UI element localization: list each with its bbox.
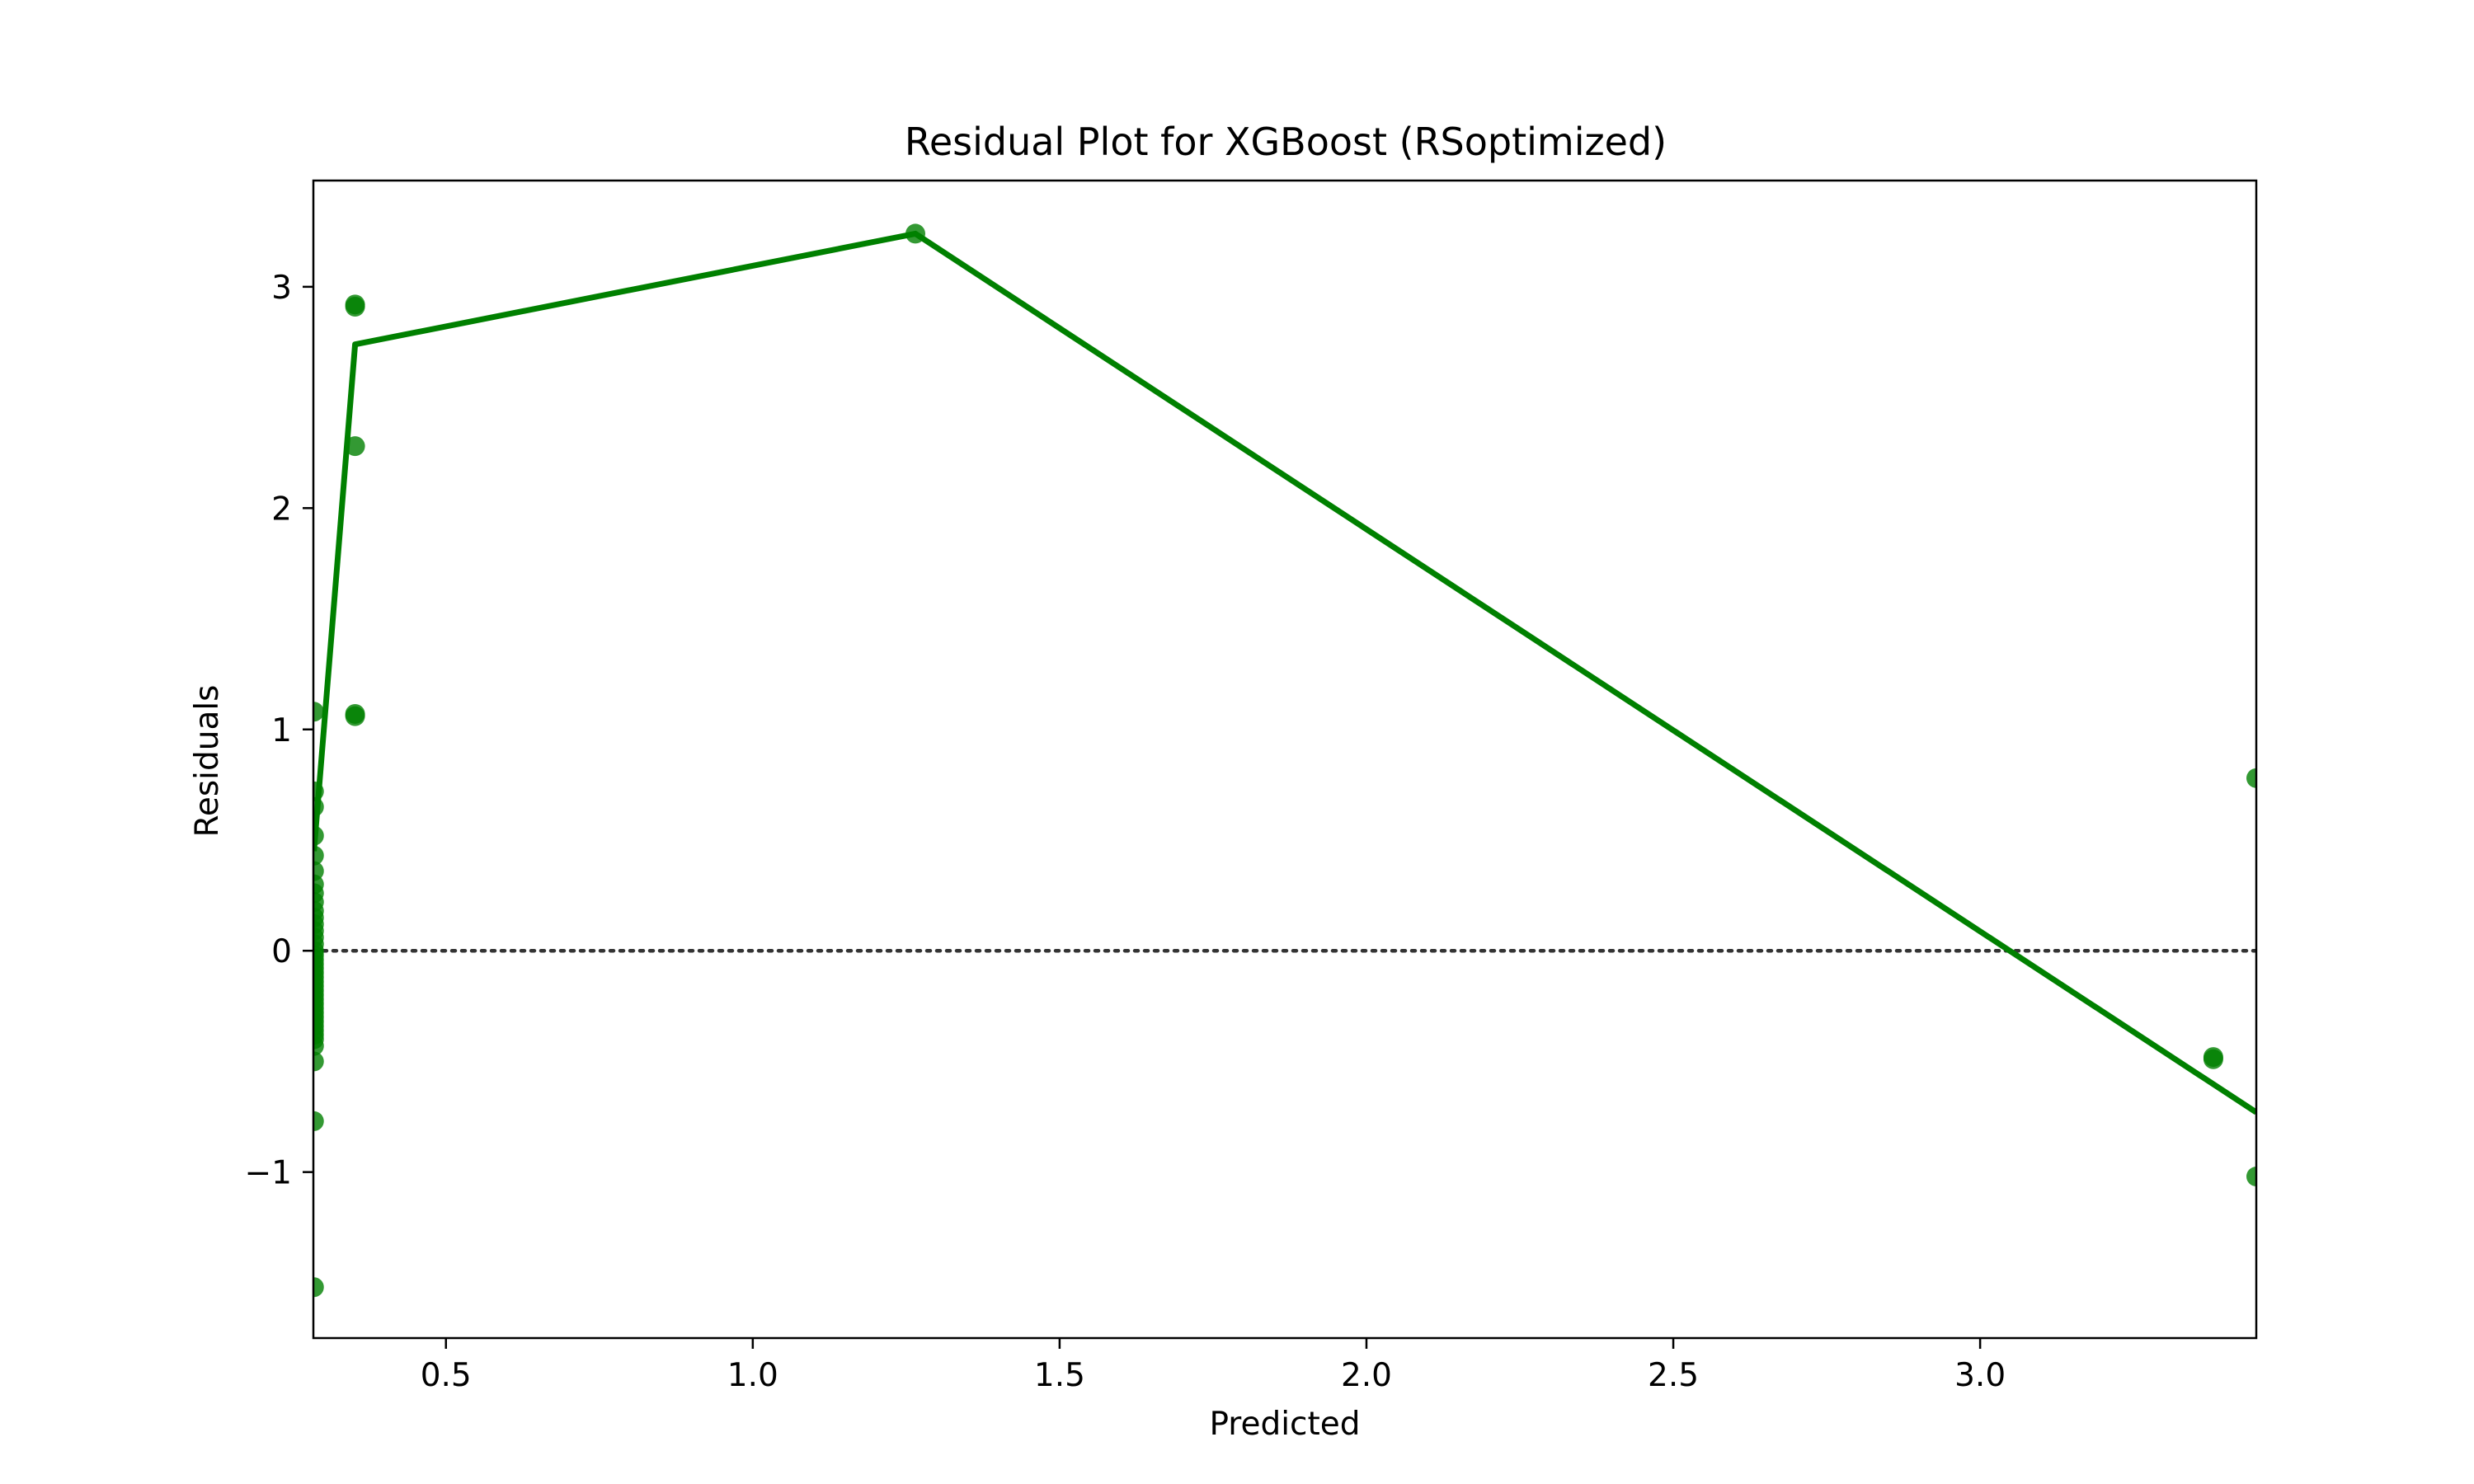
- residual-point: [313, 1277, 324, 1298]
- x-axis-ticks: 0.5 1.0 1.5 2.0 2.5 3.0: [421, 1338, 2006, 1394]
- residual-point: [345, 436, 365, 457]
- x-axis-label: Predicted: [1209, 1406, 1360, 1443]
- residual-point: [313, 1036, 324, 1056]
- y-tick-label: 1: [271, 712, 292, 749]
- residual-point: [345, 703, 365, 724]
- y-tick-label: 3: [271, 270, 292, 307]
- x-tick-label: 3.0: [1954, 1357, 2006, 1394]
- x-tick-label: 1.5: [1034, 1357, 1085, 1394]
- x-tick-label: 2.5: [1648, 1357, 1699, 1394]
- lowess-fit-line: [313, 230, 2256, 1115]
- residual-point: [313, 1111, 324, 1131]
- x-tick-label: 1.0: [727, 1357, 778, 1394]
- y-axis-ticks: −1 0 1 2 3: [245, 270, 313, 1192]
- residual-point: [313, 1051, 324, 1072]
- residual-point: [313, 702, 324, 722]
- residual-point: [2203, 1049, 2223, 1069]
- y-tick-label: 2: [271, 491, 292, 528]
- x-tick-label: 2.0: [1341, 1357, 1392, 1394]
- y-tick-label: 0: [271, 933, 292, 970]
- axes-frame: [312, 179, 2258, 1340]
- residual-point: [345, 297, 365, 317]
- residual-point: [2246, 1167, 2256, 1187]
- plot-area: [313, 223, 2256, 1298]
- x-tick-label: 0.5: [421, 1357, 472, 1394]
- chart-title: Residual Plot for XGBoost (RSoptimized): [905, 120, 1667, 164]
- residual-point: [2246, 768, 2256, 788]
- y-tick-label: −1: [245, 1155, 293, 1192]
- y-axis-label: Residuals: [189, 684, 226, 837]
